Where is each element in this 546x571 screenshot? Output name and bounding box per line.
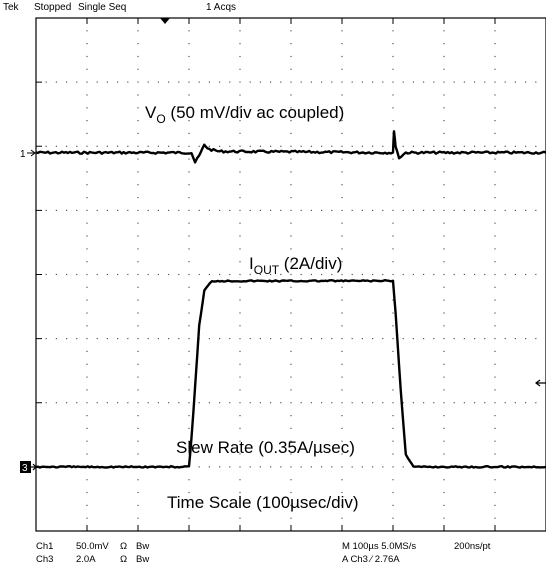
horizontal-settings: M 100µs 5.0MS/s [342, 541, 417, 552]
ch3-marker-label: 3 [22, 463, 28, 474]
trigger-level-arrow-icon [535, 379, 546, 387]
ch3-scale: 2.0A [76, 554, 96, 565]
scope-readout-bar: Ch1 50.0mV Ω Bw Ch3 2.0A Ω Bw M 100µs 5.… [0, 538, 546, 571]
series-line-ch1 [35, 130, 546, 164]
ch3-marker[interactable]: 3 [20, 461, 37, 474]
ch3-impedance-icon: Ω [120, 554, 128, 565]
ch3-name: Ch3 [36, 554, 54, 565]
scope-display: 1 3 VO (50 mV/div ac coupled) IOUT (2A/d… [20, 17, 546, 532]
ch1-marker-arrow-icon [27, 149, 36, 157]
ch3-marker-badge [20, 461, 31, 473]
status-bar: Tek Stopped Single Seq 1 Acqs [0, 0, 546, 16]
graticule-dots [45, 30, 537, 519]
annotation-slew-rate: Slew Rate (0.35A/µsec) [176, 438, 355, 457]
graticule-border [35, 17, 546, 532]
ch1-name: Ch1 [36, 541, 54, 552]
graticule [36, 18, 537, 531]
trigger-position-icon [160, 18, 170, 24]
ch1-bandwidth: Bw [136, 541, 150, 552]
graticule-ticks [36, 18, 496, 531]
ch1-marker[interactable]: 1 [20, 149, 36, 160]
annotation-vo: VO (50 mV/div ac coupled) [145, 103, 344, 126]
series-line-ch3 [35, 279, 546, 469]
ch3-bandwidth: Bw [136, 554, 150, 565]
ch1-scale: 50.0mV [76, 541, 109, 552]
brand-label: Tek [3, 2, 19, 13]
ch1-impedance-icon: Ω [120, 541, 128, 552]
trigger-settings: A Ch3 ⁄ 2.76A [342, 554, 400, 565]
annotation-time-scale: Time Scale (100µsec/div) [167, 493, 359, 512]
annotation-iout: IOUT (2A/div) [249, 254, 342, 277]
ch3-marker-arrow-icon [31, 463, 37, 471]
ch1-marker-label: 1 [20, 149, 26, 160]
acquisition-state: Stopped [34, 2, 72, 13]
acquisition-count: 1 Acqs [206, 2, 237, 13]
acquisition-mode: Single Seq [78, 2, 127, 13]
resolution-setting: 200ns/pt [454, 541, 491, 552]
